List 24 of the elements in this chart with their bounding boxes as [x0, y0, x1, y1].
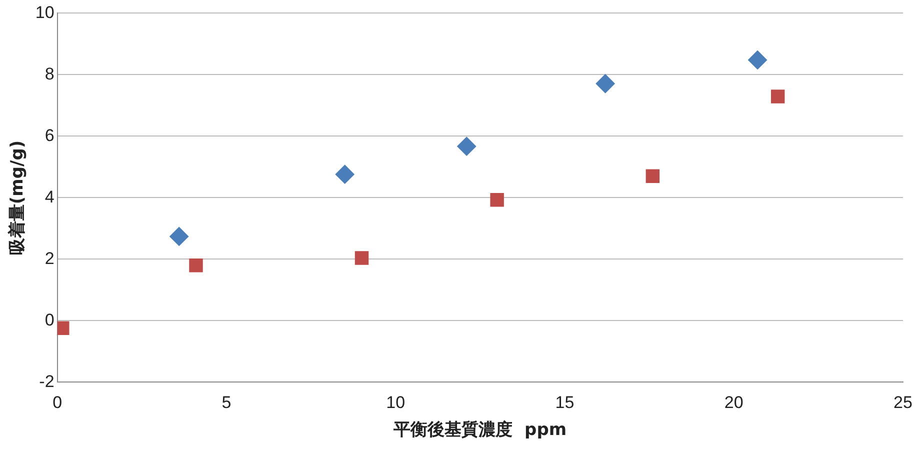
x-tick-label: 15 — [555, 393, 574, 412]
point — [646, 169, 660, 184]
point — [335, 164, 354, 184]
y-tick-label: 6 — [44, 126, 54, 145]
x-tick-label: 25 — [894, 393, 912, 412]
point — [354, 251, 369, 265]
x-tick-label: 5 — [222, 393, 232, 412]
y-tick-label: 4 — [44, 187, 54, 206]
y-tick-label: 10 — [35, 2, 54, 22]
point — [170, 226, 189, 246]
x-tick-label: 20 — [724, 393, 744, 412]
y-tick-label: 0 — [44, 310, 54, 330]
point — [748, 50, 768, 70]
x-tick-label: 10 — [386, 393, 406, 412]
y-tick-label: -2 — [39, 372, 54, 391]
point — [770, 90, 785, 104]
y-tick-label: 2 — [44, 248, 54, 268]
y-tick-label: 8 — [44, 64, 54, 84]
x-axis-title: 平衡後基質濃度 ppm — [392, 420, 567, 440]
y-axis-title: 吸着量(mg/g) — [8, 140, 28, 256]
point — [457, 136, 476, 156]
point — [189, 258, 203, 272]
point — [490, 192, 504, 207]
point — [596, 74, 615, 94]
